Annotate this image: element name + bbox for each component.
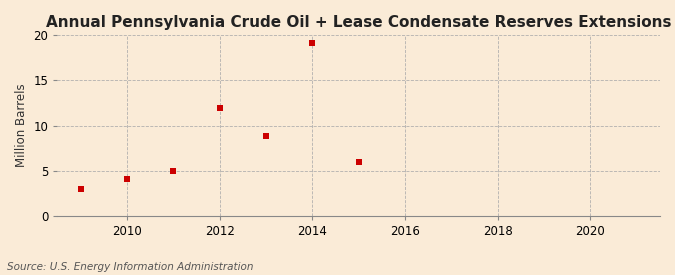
Y-axis label: Million Barrels: Million Barrels: [15, 84, 28, 167]
Point: [122, 177, 132, 181]
Point: [307, 41, 318, 46]
Point: [168, 169, 179, 173]
Title: Annual Pennsylvania Crude Oil + Lease Condensate Reserves Extensions: Annual Pennsylvania Crude Oil + Lease Co…: [46, 15, 672, 30]
Point: [353, 160, 364, 164]
Point: [214, 106, 225, 111]
Point: [75, 187, 86, 191]
Text: Source: U.S. Energy Information Administration: Source: U.S. Energy Information Administ…: [7, 262, 253, 272]
Point: [261, 133, 271, 138]
